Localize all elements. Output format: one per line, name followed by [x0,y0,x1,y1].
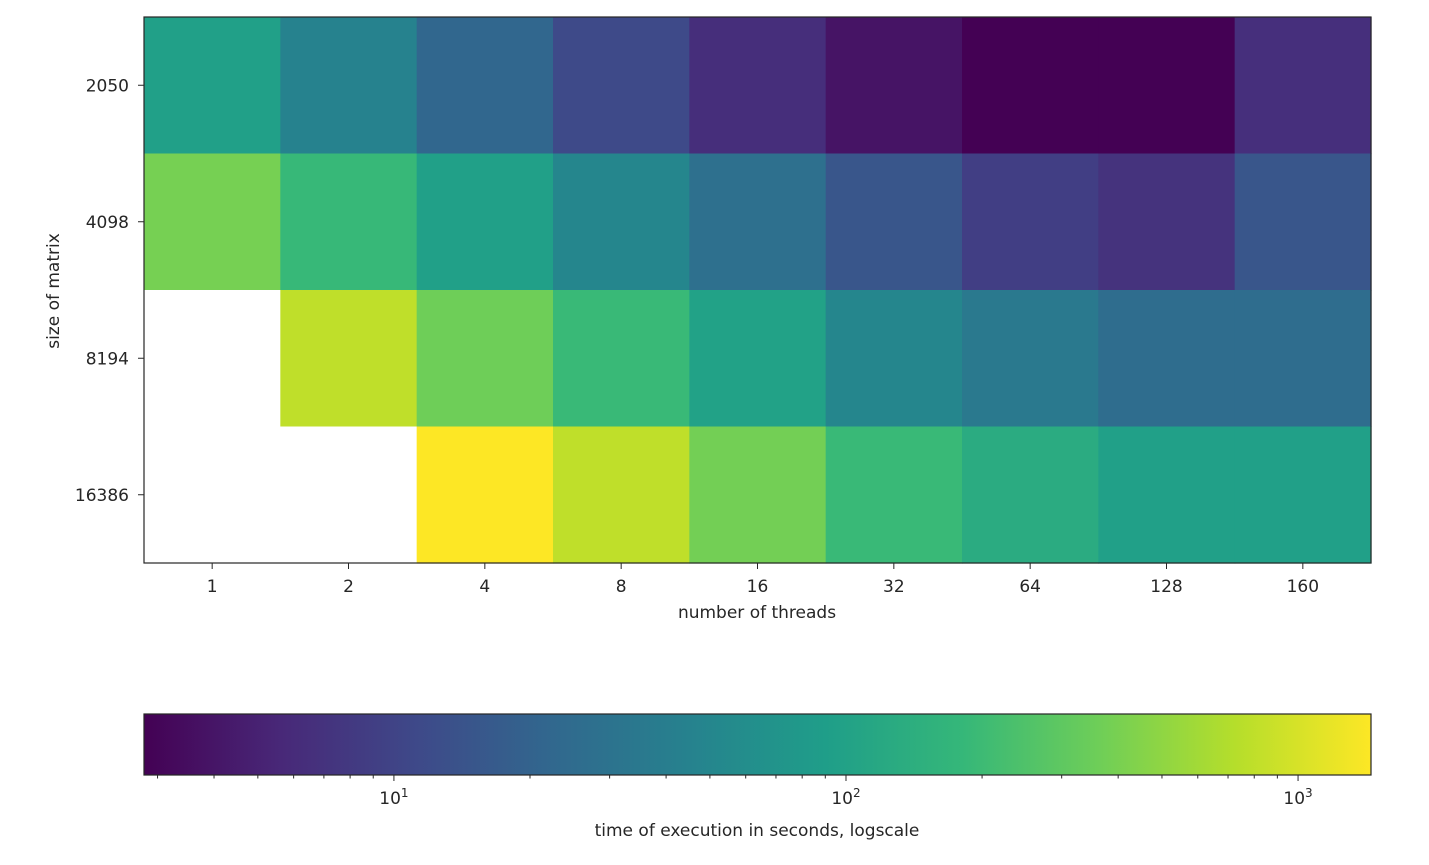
y-tick-label: 16386 [75,486,129,506]
x-tick-label: 1 [207,577,218,597]
x-tick-label: 64 [1019,577,1041,597]
heatmap-cell [1098,426,1236,564]
y-axis-ticks: 2050 4098 8194 16386 [75,76,144,506]
x-axis-ticks: 1 2 4 8 16 32 64 128 160 [207,563,1319,597]
heatmap-cell [825,153,963,291]
heatmap-cell [416,17,554,155]
heatmap-cell [144,17,281,155]
heatmap-cell [689,290,827,428]
heatmap-cell [553,290,690,428]
heatmap-cell [280,17,418,155]
heatmap-cell [962,290,1099,428]
heatmap-cell [553,426,690,564]
x-axis-label: number of threads [678,603,836,623]
heatmap-cell [1234,153,1372,291]
heatmap-cell [825,17,963,155]
colorbar-ticks: 101 102 103 [157,775,1313,809]
colorbar-tick-label: 103 [1283,786,1312,809]
colorbar [143,713,1372,776]
heatmap-cell [689,153,827,291]
heatmap-cell [962,153,1099,291]
x-tick-label: 8 [616,577,627,597]
heatmap-cell [416,290,554,428]
heatmap-cells [144,17,1372,564]
x-tick-label: 32 [883,577,905,597]
heatmap-cell [280,290,418,428]
heatmap-cell [553,17,690,155]
heatmap-cell [689,17,827,155]
heatmap-cell [962,17,1099,155]
y-axis-label: size of matrix [44,233,64,349]
heatmap-cell [1234,17,1372,155]
heatmap-cell [416,153,554,291]
x-tick-label: 16 [747,577,769,597]
heatmap-cell [280,153,418,291]
heatmap-cell [962,426,1099,564]
heatmap-cell [825,426,963,564]
heatmap-cell [144,290,281,428]
heatmap-cell [825,290,963,428]
heatmap-cell [416,426,554,564]
heatmap-cell [553,153,690,291]
y-tick-label: 8194 [86,349,129,369]
heatmap-cell [1234,290,1372,428]
heatmap-cell [1234,426,1372,564]
heatmap-cell [280,426,418,564]
colorbar-tick-label: 101 [379,786,408,809]
x-tick-label: 2 [343,577,354,597]
heatmap-cell [689,426,827,564]
y-tick-label: 2050 [86,76,129,96]
colorbar-tick-label: 102 [831,786,860,809]
colorbar-label: time of execution in seconds, logscale [595,821,920,841]
heatmap-cell [144,153,281,291]
x-tick-label: 4 [479,577,490,597]
x-tick-label: 160 [1287,577,1319,597]
heatmap-cell [1098,290,1236,428]
heatmap-cell [144,426,281,564]
y-tick-label: 4098 [86,213,129,233]
heatmap-cell [1098,17,1236,155]
x-tick-label: 128 [1150,577,1182,597]
heatmap-cell [1098,153,1236,291]
